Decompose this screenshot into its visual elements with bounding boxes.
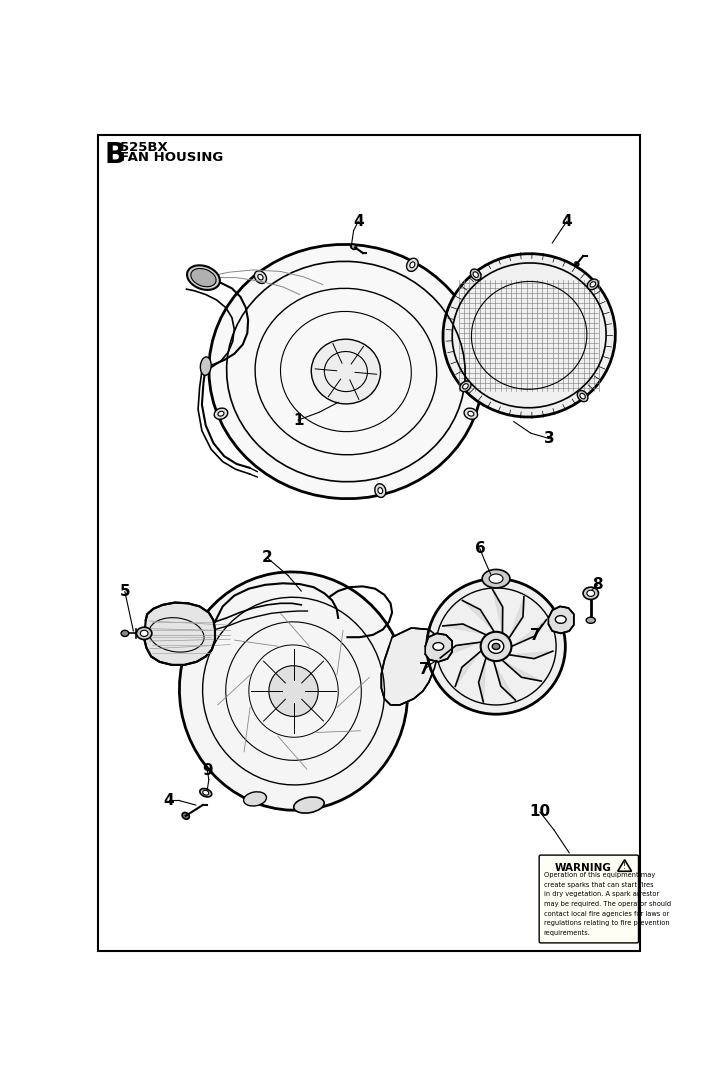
Text: 4: 4 bbox=[163, 793, 174, 808]
Text: 6: 6 bbox=[474, 541, 485, 556]
Polygon shape bbox=[144, 603, 215, 665]
Ellipse shape bbox=[294, 797, 324, 813]
Ellipse shape bbox=[433, 643, 444, 650]
Ellipse shape bbox=[460, 381, 471, 391]
Ellipse shape bbox=[351, 244, 356, 249]
Ellipse shape bbox=[218, 412, 224, 416]
Polygon shape bbox=[509, 651, 553, 659]
Polygon shape bbox=[382, 628, 438, 705]
Ellipse shape bbox=[137, 627, 152, 640]
Ellipse shape bbox=[463, 384, 468, 389]
Polygon shape bbox=[443, 624, 487, 635]
Text: 4: 4 bbox=[353, 214, 364, 229]
Ellipse shape bbox=[311, 340, 381, 404]
Text: may be required. The operator should: may be required. The operator should bbox=[544, 901, 671, 907]
Ellipse shape bbox=[410, 262, 415, 268]
Polygon shape bbox=[462, 601, 495, 631]
Ellipse shape bbox=[179, 572, 408, 811]
Text: WARNING: WARNING bbox=[554, 863, 611, 873]
Text: regulations relating to fire prevention: regulations relating to fire prevention bbox=[544, 920, 670, 927]
Text: B: B bbox=[104, 141, 125, 169]
Ellipse shape bbox=[427, 578, 565, 714]
Ellipse shape bbox=[254, 271, 266, 284]
Text: Operation of this equipment may: Operation of this equipment may bbox=[544, 872, 655, 878]
Ellipse shape bbox=[375, 484, 386, 498]
Ellipse shape bbox=[243, 792, 266, 806]
Ellipse shape bbox=[140, 630, 148, 636]
Ellipse shape bbox=[258, 274, 263, 280]
Ellipse shape bbox=[144, 613, 209, 657]
Text: 1: 1 bbox=[293, 413, 303, 428]
Ellipse shape bbox=[555, 616, 566, 623]
Ellipse shape bbox=[580, 393, 585, 399]
Ellipse shape bbox=[200, 357, 211, 375]
Text: 2: 2 bbox=[262, 550, 273, 565]
Ellipse shape bbox=[489, 574, 503, 584]
Polygon shape bbox=[492, 589, 503, 633]
Polygon shape bbox=[509, 597, 524, 639]
Ellipse shape bbox=[587, 590, 595, 597]
Ellipse shape bbox=[577, 390, 588, 402]
FancyBboxPatch shape bbox=[539, 855, 639, 943]
Polygon shape bbox=[493, 661, 516, 700]
Polygon shape bbox=[549, 606, 574, 633]
Text: 5: 5 bbox=[120, 585, 130, 599]
Ellipse shape bbox=[203, 790, 209, 796]
Ellipse shape bbox=[191, 269, 216, 287]
Ellipse shape bbox=[470, 269, 481, 281]
Ellipse shape bbox=[407, 258, 418, 271]
Ellipse shape bbox=[443, 254, 616, 417]
Ellipse shape bbox=[464, 408, 477, 419]
Polygon shape bbox=[426, 633, 452, 662]
Text: 7: 7 bbox=[419, 662, 430, 677]
Polygon shape bbox=[511, 619, 546, 647]
Text: create sparks that can start fires: create sparks that can start fires bbox=[544, 882, 654, 888]
Ellipse shape bbox=[200, 789, 212, 797]
Ellipse shape bbox=[482, 570, 510, 588]
Ellipse shape bbox=[588, 280, 598, 289]
Text: FAN HOUSING: FAN HOUSING bbox=[120, 152, 222, 164]
Ellipse shape bbox=[269, 665, 318, 716]
Ellipse shape bbox=[590, 282, 595, 287]
Ellipse shape bbox=[492, 643, 500, 649]
Ellipse shape bbox=[182, 813, 189, 819]
Ellipse shape bbox=[473, 272, 478, 277]
Ellipse shape bbox=[575, 262, 579, 266]
Ellipse shape bbox=[586, 617, 595, 624]
Text: contact local fire agencies for laws or: contact local fire agencies for laws or bbox=[544, 911, 669, 917]
Ellipse shape bbox=[488, 640, 504, 654]
Text: 4: 4 bbox=[562, 214, 572, 229]
Text: !: ! bbox=[623, 862, 626, 871]
Text: 9: 9 bbox=[202, 763, 212, 778]
Text: in dry vegetation. A spark arrestor: in dry vegetation. A spark arrestor bbox=[544, 891, 659, 898]
Polygon shape bbox=[455, 650, 481, 686]
Text: 10: 10 bbox=[529, 804, 551, 819]
Ellipse shape bbox=[209, 244, 483, 499]
Polygon shape bbox=[479, 658, 486, 702]
Ellipse shape bbox=[468, 412, 474, 416]
Text: requirements.: requirements. bbox=[544, 930, 590, 936]
Polygon shape bbox=[440, 642, 482, 658]
Text: 525BX: 525BX bbox=[120, 141, 167, 154]
Ellipse shape bbox=[121, 630, 129, 636]
Ellipse shape bbox=[215, 408, 228, 419]
Ellipse shape bbox=[378, 488, 382, 493]
Ellipse shape bbox=[481, 632, 511, 661]
Polygon shape bbox=[502, 660, 541, 682]
Ellipse shape bbox=[187, 266, 220, 290]
Text: 8: 8 bbox=[593, 577, 603, 592]
Text: 3: 3 bbox=[544, 431, 554, 446]
Text: 7: 7 bbox=[530, 628, 541, 643]
Ellipse shape bbox=[583, 587, 598, 600]
